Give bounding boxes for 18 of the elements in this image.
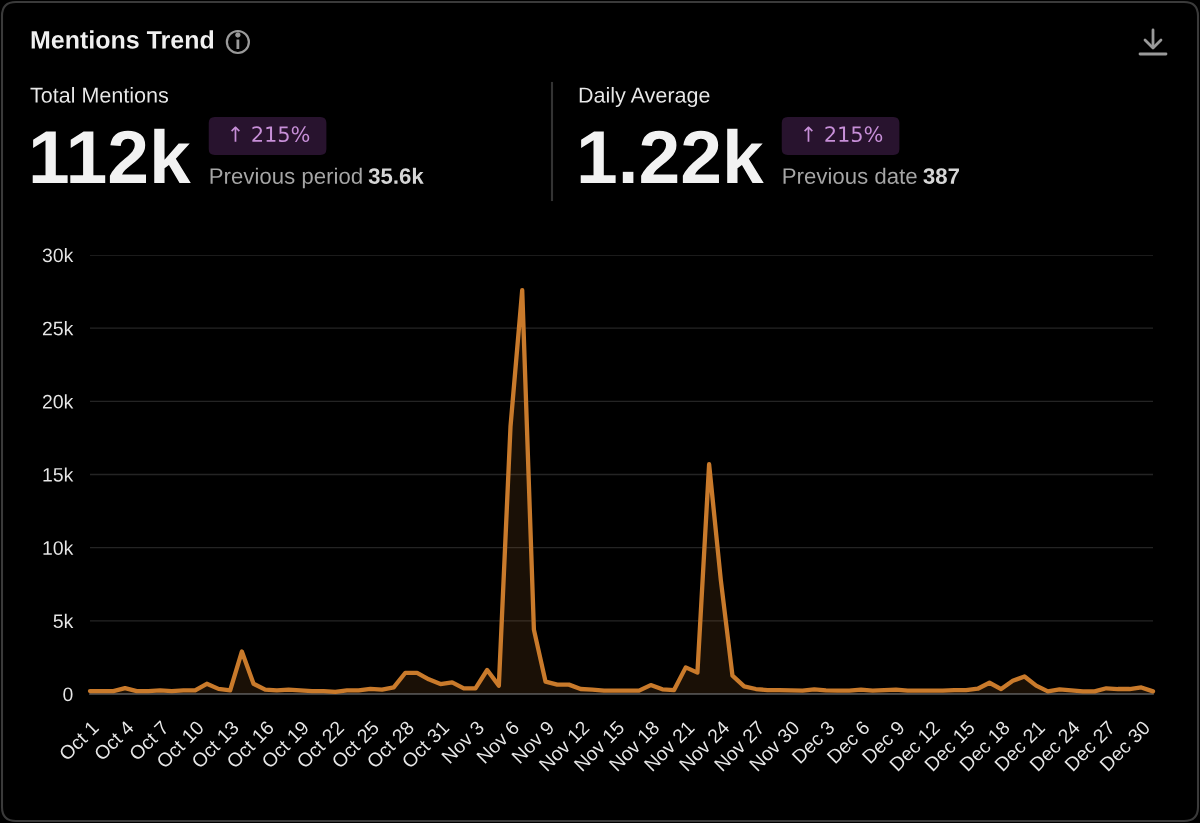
y-tick-label: 20k xyxy=(42,394,74,409)
text: Daily Average xyxy=(579,86,710,108)
chart-title: Mentions Trend xyxy=(31,30,214,49)
text: ↑ 215% xyxy=(804,126,883,143)
y-tick-label: 10k xyxy=(43,540,74,555)
text: 387 xyxy=(923,168,959,184)
y-tick-label: 15k xyxy=(43,467,74,482)
text: Total Mentions xyxy=(30,86,169,103)
text: 112k xyxy=(32,128,191,183)
y-tick-label: 0 xyxy=(63,687,73,702)
y-tick-label: 30k xyxy=(42,247,74,263)
text: 1.22k xyxy=(580,128,764,183)
text: ↑ 215% xyxy=(231,126,310,143)
text: 35.6k xyxy=(368,167,424,184)
y-tick-label: 5k xyxy=(53,613,74,629)
text: Previous period xyxy=(210,167,362,189)
y-tick-label: 25k xyxy=(42,321,74,336)
text: Previous date xyxy=(783,167,917,184)
